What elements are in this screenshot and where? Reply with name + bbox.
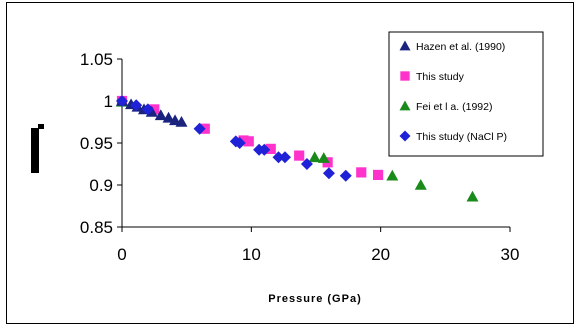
data-point: [265, 143, 276, 154]
x-axis-title: Pressure (GPa): [268, 293, 361, 305]
legend-box: [388, 31, 544, 157]
data-point: [339, 169, 352, 182]
x-tick-label: 20: [371, 245, 390, 264]
data-point: [243, 136, 254, 147]
data-point: [308, 151, 321, 163]
legend-marker: [399, 130, 411, 142]
data-point: [466, 190, 479, 202]
x-tick-group: 0 10 20 30: [117, 227, 519, 264]
legend-label: Fei et l a. (1992): [416, 101, 492, 113]
legend-label: This study: [416, 71, 465, 83]
data-point: [238, 135, 249, 146]
x-tick-label: 0: [117, 245, 126, 264]
data-point: [162, 111, 175, 123]
data-point: [175, 116, 188, 127]
legend-label: This study (NaCl P): [416, 131, 507, 143]
data-point: [149, 104, 160, 115]
plot-area: 0.85 0.9 0.95 1 1.05 0 10 20 30: [80, 50, 520, 264]
data-point: [372, 169, 384, 181]
data-point: [193, 122, 206, 135]
y-tick-label: 1.05: [80, 50, 113, 69]
data-point: [317, 152, 330, 163]
data-point: [322, 167, 335, 180]
x-tick-label: 30: [501, 245, 520, 264]
data-point: [300, 158, 313, 170]
y-tick-label: 1: [104, 92, 113, 111]
data-point: [272, 151, 285, 164]
data-point: [258, 143, 271, 156]
series-group: [116, 95, 352, 182]
series-group: [116, 95, 384, 181]
y-tick-label: 0.85: [80, 218, 113, 237]
legend-label: Hazen et al. (1990): [416, 41, 505, 53]
y-axis-title-cap: [38, 124, 44, 129]
data-point: [116, 95, 128, 107]
data-point: [278, 151, 291, 164]
legend-items: Hazen et al. (1990) This study Fei et l a.…: [399, 40, 507, 143]
data-point: [386, 169, 399, 181]
x-tick-label: 10: [242, 245, 261, 264]
y-axis-title-placeholder: [31, 128, 39, 173]
data-point: [294, 150, 305, 161]
y-tick-label: 0.95: [80, 134, 113, 153]
data-marks: [116, 95, 479, 202]
y-tick-group: 0.85 0.9 0.95 1 1.05: [80, 50, 122, 237]
data-point: [130, 99, 143, 112]
data-point: [141, 103, 154, 116]
data-point: [154, 109, 167, 121]
legend-marker: [399, 100, 411, 111]
legend-marker: [400, 71, 410, 81]
y-tick-label: 0.9: [89, 176, 113, 195]
data-point: [233, 137, 246, 149]
legend: Hazen et al. (1990) This study Fei et l a.…: [388, 31, 544, 157]
data-point: [414, 179, 427, 190]
data-point: [356, 167, 367, 178]
legend-marker: [399, 40, 411, 51]
